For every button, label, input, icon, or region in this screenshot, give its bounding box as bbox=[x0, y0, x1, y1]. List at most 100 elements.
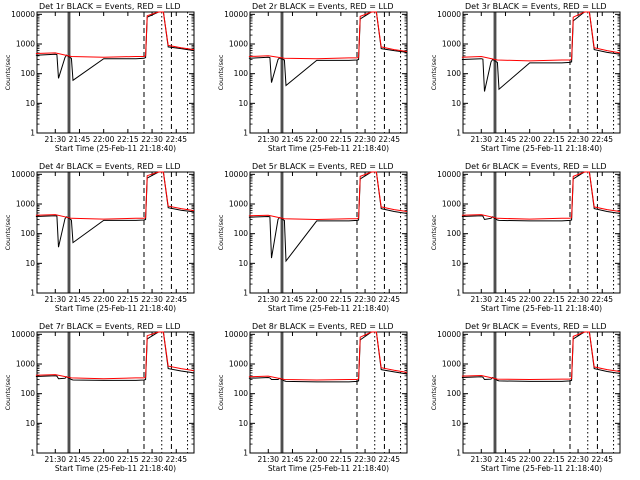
y-tick-label: 100 bbox=[21, 389, 36, 398]
plot-frame bbox=[249, 171, 408, 294]
chart-title: Det 1r BLACK = Events, RED = LLD bbox=[39, 2, 181, 11]
y-tick-label: 100 bbox=[447, 69, 462, 78]
x-tick-label: 21:30 bbox=[470, 295, 492, 304]
detector-chart: Det 3r BLACK = Events, RED = LLD 1 10 100 10… bbox=[430, 2, 621, 153]
x-tick-label: 22:30 bbox=[141, 135, 163, 144]
detector-panel: Det 4r BLACK = Events, RED = LLD 1 10 100 10… bbox=[0, 160, 213, 320]
detector-panel: Det 9r BLACK = Events, RED = LLD 1 10 100 10… bbox=[426, 320, 639, 480]
x-tick-label: 21:45 bbox=[282, 455, 304, 464]
events-series-line bbox=[248, 331, 408, 383]
y-axis-label: Counts/sec bbox=[430, 374, 438, 410]
y-tick-label: 10 bbox=[451, 259, 461, 268]
y-tick-label: 1000 bbox=[16, 200, 35, 209]
x-tick-label: 21:30 bbox=[44, 295, 66, 304]
detector-chart: Det 1r BLACK = Events, RED = LLD 1 10 100 10… bbox=[4, 2, 195, 153]
detector-panel: Det 7r BLACK = Events, RED = LLD 1 10 100 10… bbox=[0, 320, 213, 480]
y-tick-label: 10000 bbox=[224, 10, 248, 19]
y-tick-label: 10000 bbox=[224, 170, 248, 179]
x-tick-label: 21:45 bbox=[69, 295, 91, 304]
detector-panel: Det 6r BLACK = Events, RED = LLD 1 10 100 10… bbox=[426, 160, 639, 320]
y-tick-label: 1 bbox=[30, 129, 35, 138]
x-tick-label: 22:45 bbox=[378, 455, 400, 464]
x-tick-label: 22:30 bbox=[354, 455, 376, 464]
detector-chart: Det 5r BLACK = Events, RED = LLD 1 10 100 10… bbox=[217, 162, 408, 313]
x-tick-label: 22:30 bbox=[567, 295, 589, 304]
lld-series-line bbox=[35, 331, 195, 380]
x-tick-label: 22:00 bbox=[93, 135, 115, 144]
x-tick-label: 21:45 bbox=[495, 455, 517, 464]
x-tick-label: 22:15 bbox=[117, 455, 139, 464]
chart-title: Det 4r BLACK = Events, RED = LLD bbox=[39, 162, 181, 171]
x-axis-label: Start Time (25-Feb-11 21:18:40) bbox=[481, 144, 602, 153]
y-tick-label: 10000 bbox=[11, 330, 35, 339]
lld-series-line bbox=[461, 331, 621, 381]
y-tick-label: 1 bbox=[243, 449, 248, 458]
plot-frame bbox=[36, 11, 195, 134]
x-tick-label: 22:15 bbox=[543, 455, 565, 464]
detector-panel: Det 5r BLACK = Events, RED = LLD 1 10 100 10… bbox=[213, 160, 426, 320]
y-tick-label: 10000 bbox=[224, 330, 248, 339]
x-axis-label: Start Time (25-Feb-11 21:18:40) bbox=[481, 464, 602, 473]
y-tick-label: 1 bbox=[243, 129, 248, 138]
events-series-line bbox=[461, 331, 621, 382]
x-tick-label: 22:15 bbox=[330, 455, 352, 464]
y-axis-label: Counts/sec bbox=[4, 214, 12, 250]
plot-frame bbox=[36, 331, 195, 454]
x-axis-label: Start Time (25-Feb-11 21:18:40) bbox=[55, 144, 176, 153]
x-tick-label: 21:30 bbox=[44, 135, 66, 144]
y-tick-label: 10000 bbox=[11, 10, 35, 19]
x-tick-label: 22:30 bbox=[567, 455, 589, 464]
chart-title: Det 9r BLACK = Events, RED = LLD bbox=[465, 322, 607, 331]
lld-series-line bbox=[461, 171, 621, 220]
detector-chart: Det 6r BLACK = Events, RED = LLD 1 10 100 10… bbox=[430, 162, 621, 313]
y-tick-label: 1000 bbox=[229, 200, 248, 209]
x-tick-label: 22:45 bbox=[591, 455, 613, 464]
y-tick-label: 1000 bbox=[442, 200, 461, 209]
y-tick-label: 1000 bbox=[442, 40, 461, 49]
events-series-line bbox=[35, 331, 195, 381]
y-tick-label: 10 bbox=[25, 419, 35, 428]
x-tick-label: 22:45 bbox=[165, 455, 187, 464]
x-tick-label: 22:30 bbox=[141, 455, 163, 464]
chart-title: Det 7r BLACK = Events, RED = LLD bbox=[39, 322, 181, 331]
x-tick-label: 22:45 bbox=[378, 295, 400, 304]
x-axis-label: Start Time (25-Feb-11 21:18:40) bbox=[481, 304, 602, 313]
x-axis-label: Start Time (25-Feb-11 21:18:40) bbox=[55, 304, 176, 313]
x-tick-label: 21:45 bbox=[495, 295, 517, 304]
y-tick-label: 10 bbox=[238, 419, 248, 428]
y-tick-label: 1000 bbox=[16, 40, 35, 49]
x-axis-label: Start Time (25-Feb-11 21:18:40) bbox=[268, 464, 389, 473]
y-tick-label: 10 bbox=[451, 99, 461, 108]
x-tick-label: 22:00 bbox=[519, 455, 541, 464]
chart-title: Det 5r BLACK = Events, RED = LLD bbox=[252, 162, 394, 171]
x-tick-label: 21:30 bbox=[470, 455, 492, 464]
x-tick-label: 22:45 bbox=[165, 135, 187, 144]
y-tick-label: 100 bbox=[234, 69, 249, 78]
chart-title: Det 8r BLACK = Events, RED = LLD bbox=[252, 322, 394, 331]
y-tick-label: 10 bbox=[25, 259, 35, 268]
x-tick-label: 21:30 bbox=[257, 135, 279, 144]
y-tick-label: 1 bbox=[30, 449, 35, 458]
detector-panel: Det 8r BLACK = Events, RED = LLD 1 10 100 10… bbox=[213, 320, 426, 480]
lld-series-line bbox=[248, 171, 408, 221]
x-tick-label: 21:45 bbox=[69, 135, 91, 144]
x-tick-label: 21:45 bbox=[282, 135, 304, 144]
plot-frame bbox=[36, 171, 195, 294]
lld-series-line bbox=[35, 11, 195, 58]
x-tick-label: 22:45 bbox=[591, 135, 613, 144]
detector-chart: Det 9r BLACK = Events, RED = LLD 1 10 100 10… bbox=[430, 322, 621, 473]
y-tick-label: 100 bbox=[447, 389, 462, 398]
x-tick-label: 22:45 bbox=[165, 295, 187, 304]
detector-panel: Det 1r BLACK = Events, RED = LLD 1 10 100 10… bbox=[0, 0, 213, 160]
y-tick-label: 1 bbox=[456, 129, 461, 138]
x-axis-label: Start Time (25-Feb-11 21:18:40) bbox=[268, 304, 389, 313]
x-tick-label: 21:30 bbox=[257, 455, 279, 464]
y-axis-label: Counts/sec bbox=[4, 374, 12, 410]
plot-frame bbox=[462, 171, 621, 294]
lld-series-line bbox=[35, 171, 195, 220]
y-tick-label: 10 bbox=[25, 99, 35, 108]
y-tick-label: 1 bbox=[30, 289, 35, 298]
y-tick-label: 10 bbox=[451, 419, 461, 428]
lld-series-line bbox=[248, 331, 408, 381]
x-tick-label: 22:15 bbox=[543, 295, 565, 304]
